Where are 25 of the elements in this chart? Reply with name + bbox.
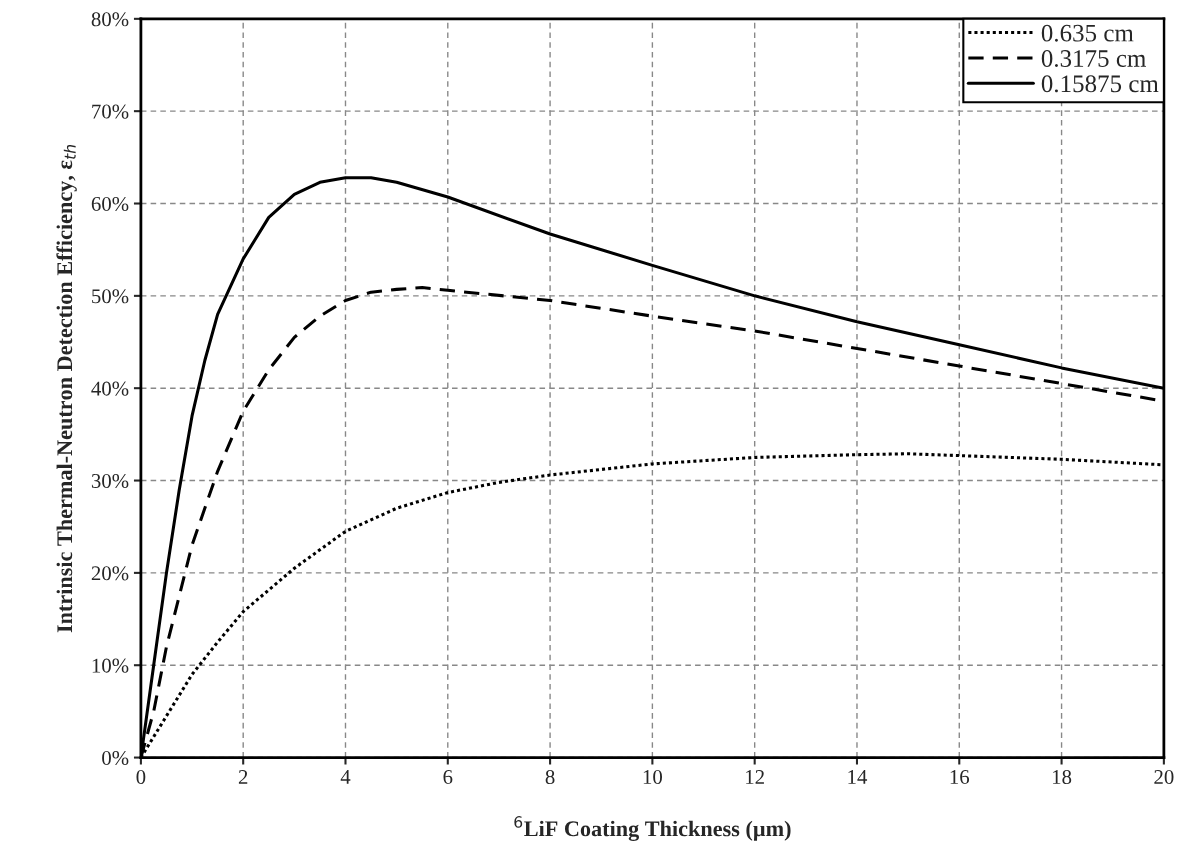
x-tick-label: 6 [443, 770, 453, 785]
y-tick-label: 70% [92, 104, 129, 119]
x-axis-title: $^{6}$LiF Coating Thickness (µm) [514, 816, 791, 841]
x-tick-label: 20 [1154, 769, 1174, 785]
y-tick-label: 50% [92, 289, 129, 304]
x-tick-label: 4 [340, 770, 351, 784]
legend-label: 0.15875 cm [1041, 75, 1159, 93]
y-tick-label: 40% [91, 381, 129, 396]
x-tick-label: 0 [136, 769, 146, 785]
y-axis-title: Intrinsic Thermal-Neutron Detection Efficiency, ε$_{th}$ [56, 144, 77, 633]
x-tick-label: 10 [643, 769, 663, 785]
y-tick-label: 20% [91, 566, 129, 581]
y-tick-label: 60% [91, 196, 129, 212]
legend-label: 0.635 cm [1041, 24, 1134, 42]
y-tick-label: 0% [102, 750, 129, 766]
x-tick-label: 16 [950, 770, 970, 785]
legend-label: 0.3175 cm [1041, 50, 1146, 68]
y-tick-label: 10% [92, 658, 129, 673]
x-tick-label: 8 [545, 769, 555, 785]
y-tick-label: 80% [91, 12, 129, 27]
x-tick-label: 14 [848, 770, 868, 784]
x-tick-label: 18 [1052, 769, 1072, 785]
x-tick-label: 12 [746, 770, 764, 784]
x-tick-label: 2 [238, 770, 248, 784]
y-tick-label: 30% [91, 473, 129, 489]
